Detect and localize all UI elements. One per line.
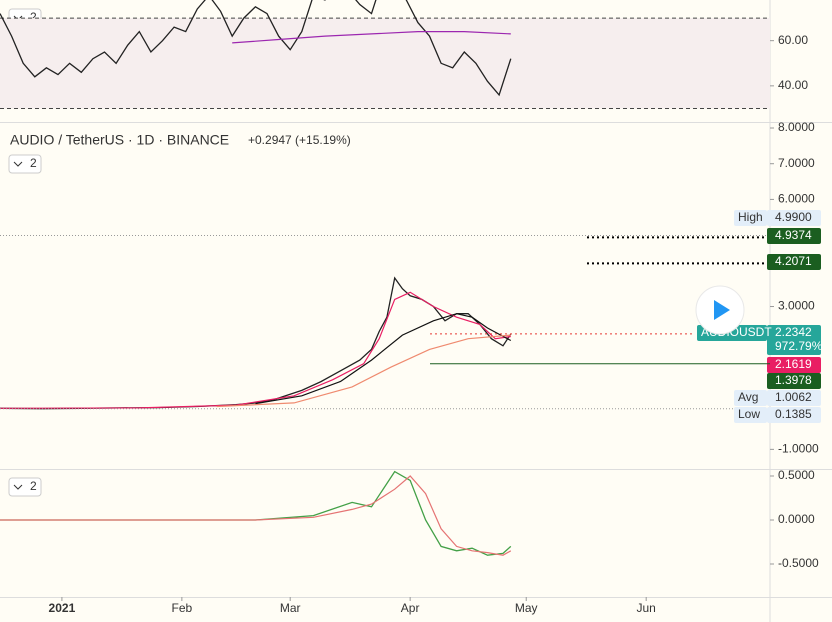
price-tag-name-bg	[734, 210, 767, 226]
price-tag-value: 4.9900	[775, 210, 812, 224]
price-tag	[767, 390, 821, 406]
series-line	[0, 291, 511, 409]
x-tick-label: May	[515, 601, 538, 615]
price-tag	[767, 228, 821, 244]
y-tick-label: 8.0000	[778, 120, 815, 134]
price-tag	[767, 373, 821, 389]
x-tick-label: Apr	[401, 601, 420, 615]
play-button[interactable]	[695, 285, 745, 335]
y-tick-label: 7.0000	[778, 156, 815, 170]
price-tag-name: Low	[738, 407, 760, 421]
y-tick-label: 6.0000	[778, 192, 815, 206]
price-tag	[767, 325, 821, 355]
y-tick-label: 40.00	[778, 78, 808, 92]
price-tag-name: High	[738, 210, 763, 224]
price-tag	[767, 407, 821, 423]
y-tick-label: 3.0000	[778, 299, 815, 313]
price-tag-value: 4.2071	[775, 254, 812, 268]
collapse-button[interactable]: 2	[8, 477, 42, 497]
price-tag-value: 4.9374	[775, 228, 812, 242]
y-tick-label: -0.5000	[778, 556, 819, 570]
x-tick-label: 2021	[49, 601, 76, 615]
price-tag-value: 0.1385	[775, 407, 812, 421]
symbol-title: AUDIO / TetherUS · 1D · BINANCE	[10, 132, 229, 148]
price-tag	[767, 254, 821, 270]
series-line	[216, 334, 511, 408]
y-tick-label: 60.00	[778, 33, 808, 47]
price-tag-value: 1.3978	[775, 373, 812, 387]
collapse-count: 2	[30, 156, 37, 170]
collapse-count: 2	[30, 10, 37, 24]
change: +0.2947 (+15.19%)	[248, 133, 351, 147]
price-tag-value: 2.1619	[775, 357, 812, 371]
price-tag-value: 1.0062	[775, 390, 812, 404]
series-line	[0, 475, 512, 556]
collapse-button[interactable]: 2	[8, 154, 42, 174]
price-tag	[767, 357, 821, 373]
y-tick-label: -1.0000	[778, 442, 819, 456]
x-tick-label: Feb	[172, 601, 193, 615]
price-tag	[767, 210, 821, 226]
collapse-count: 2	[30, 479, 37, 493]
price-tag-value: 2.2342	[775, 325, 812, 339]
price-tag-name-bg	[734, 407, 767, 423]
series-line	[255, 313, 512, 405]
y-tick-label: 0.0000	[778, 512, 815, 526]
x-tick-label: Mar	[280, 601, 301, 615]
price-tag-name: Avg	[738, 390, 758, 404]
y-tick-label: 0.5000	[778, 468, 815, 482]
series-line	[232, 31, 511, 44]
x-tick-label: Jun	[637, 601, 656, 615]
price-tag-sub: 972.79%	[775, 339, 823, 353]
price-tag-name-bg	[734, 390, 767, 406]
